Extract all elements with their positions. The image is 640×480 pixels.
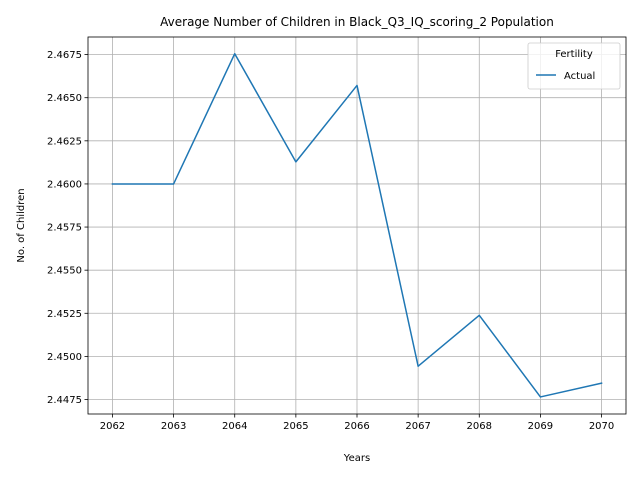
legend-title: Fertility [555,49,593,60]
chart-title: Average Number of Children in Black_Q3_I… [160,15,554,29]
x-tick-label: 2067 [405,421,430,432]
x-tick-label: 2066 [344,421,369,432]
y-tick-label: 2.4600 [47,179,82,190]
y-tick-label: 2.4475 [47,395,82,406]
y-tick-label: 2.4575 [47,223,82,234]
x-tick-label: 2064 [222,421,247,432]
x-tick-label: 2069 [528,421,553,432]
legend-box [527,42,621,90]
axis-ticks: 2062 2063 2064 2065 2066 2067 2068 2069 2070 2.44… [47,50,614,432]
y-tick-label: 2.4550 [47,266,82,277]
legend-label-actual: Actual [564,71,595,82]
x-axis-label: Years [343,453,370,464]
y-tick-label: 2.4675 [47,50,82,61]
grid-lines [88,37,626,414]
y-tick-label: 2.4625 [47,136,82,147]
y-axis-label: No. of Children [16,188,27,262]
y-tick-label: 2.4525 [47,309,82,320]
series-lines [111,52,603,398]
x-tick-label: 2063 [161,421,186,432]
x-tick-label: 2070 [589,421,614,432]
x-tick-label: 2062 [100,421,125,432]
x-tick-label: 2065 [283,421,308,432]
y-tick-label: 2.4500 [47,352,82,363]
series-line-actual [111,52,603,398]
x-tick-label: 2068 [467,421,492,432]
y-tick-label: 2.4650 [47,93,82,104]
legend: Fertility Actual [527,42,621,90]
